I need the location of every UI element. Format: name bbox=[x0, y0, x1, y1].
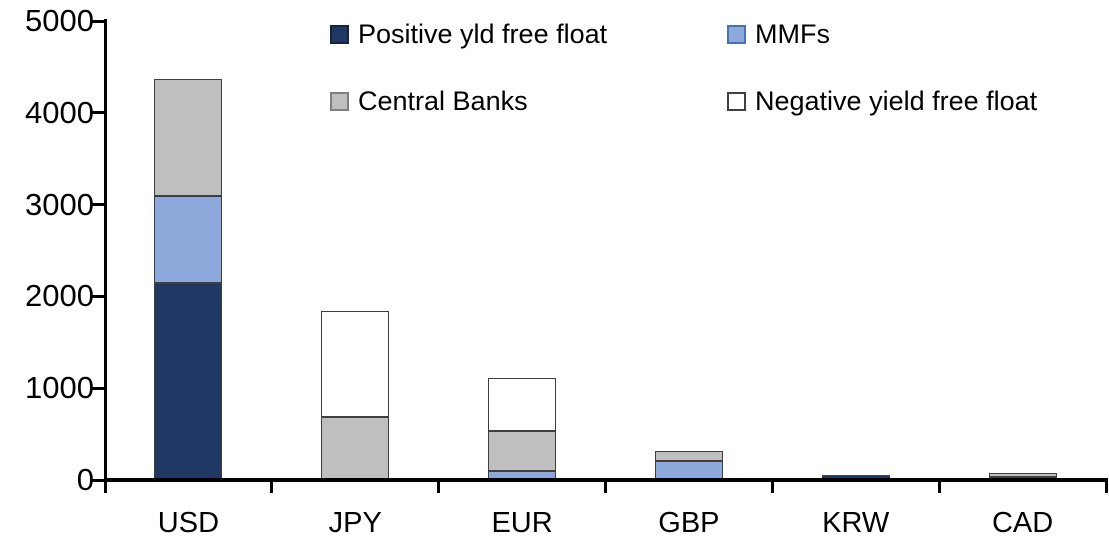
x-category-label: JPY bbox=[328, 507, 382, 539]
legend-marker-central-banks bbox=[330, 91, 349, 111]
x-category-label: USD bbox=[157, 507, 220, 539]
x-axis-tick bbox=[604, 480, 607, 493]
legend-label: Central Banks bbox=[358, 86, 528, 116]
bar-segment-jpy-negative-yield-free-float bbox=[321, 311, 390, 417]
x-axis-tick bbox=[270, 480, 274, 493]
x-category-label: EUR bbox=[491, 507, 553, 539]
x-category-label: KRW bbox=[822, 507, 890, 539]
y-axis-tick bbox=[91, 478, 105, 482]
x-axis-tick bbox=[437, 480, 441, 493]
bar-segment-eur-negative-yield-free-float bbox=[488, 378, 557, 432]
legend-item-central-banks: Central Banks bbox=[330, 85, 528, 117]
x-axis-tick bbox=[770, 480, 774, 493]
bar-segment-jpy-central-banks bbox=[321, 416, 390, 480]
x-category-label: GBP bbox=[658, 507, 720, 539]
legend-item-negative-yield-free-float: Negative yield free float bbox=[727, 85, 1037, 117]
x-category-label: CAD bbox=[991, 507, 1054, 539]
bar-segment-gbp-central-banks bbox=[654, 450, 723, 461]
bar-segment-usd-central-banks bbox=[154, 78, 223, 197]
bar-segment-eur-central-banks bbox=[488, 431, 557, 471]
y-axis-tick-label: 4000 bbox=[25, 94, 94, 130]
legend-item-mmfs: MMFs bbox=[727, 18, 830, 50]
x-axis-tick bbox=[103, 480, 107, 493]
legend-marker-mmfs bbox=[727, 24, 746, 44]
y-axis-tick bbox=[91, 19, 105, 23]
bar-segment-cad-central-banks bbox=[988, 473, 1057, 477]
y-axis-tick bbox=[91, 386, 105, 390]
y-axis-line bbox=[103, 19, 107, 482]
y-axis-tick-label: 3000 bbox=[25, 186, 94, 222]
y-axis-tick bbox=[91, 203, 105, 207]
legend-marker-positive-yld-free-float bbox=[330, 24, 349, 44]
y-axis-tick-label: 0 bbox=[76, 462, 94, 497]
x-axis-tick bbox=[937, 480, 941, 493]
y-axis-tick-label: 5000 bbox=[25, 3, 94, 38]
bar-segment-usd-positive-yld-free-float bbox=[154, 282, 223, 480]
y-axis-tick-label: 2000 bbox=[25, 278, 94, 314]
x-axis-tick bbox=[1104, 480, 1108, 493]
legend-marker-negative-yield-free-float bbox=[727, 91, 746, 111]
x-axis-line bbox=[103, 478, 1108, 482]
y-axis-tick bbox=[91, 111, 105, 115]
legend-label: MMFs bbox=[755, 19, 830, 49]
legend-label: Positive yld free float bbox=[358, 19, 608, 49]
legend-label: Negative yield free float bbox=[755, 86, 1038, 116]
y-axis-tick-label: 1000 bbox=[25, 370, 94, 406]
legend-item-positive-yld-free-float: Positive yld free float bbox=[330, 18, 607, 50]
bar-segment-usd-mmfs bbox=[154, 196, 223, 283]
y-axis-tick bbox=[91, 294, 105, 298]
